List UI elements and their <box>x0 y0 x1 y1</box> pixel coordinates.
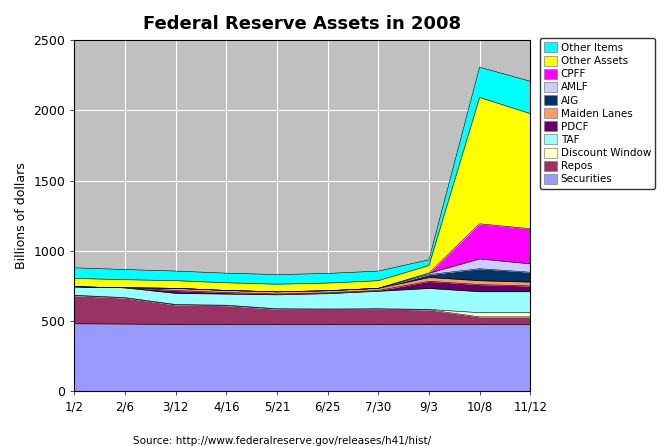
Legend: Other Items, Other Assets, CPFF, AMLF, AIG, Maiden Lanes, PDCF, TAF, Discount Wi: Other Items, Other Assets, CPFF, AMLF, A… <box>540 38 656 189</box>
Title: Federal Reserve Assets in 2008: Federal Reserve Assets in 2008 <box>144 15 462 33</box>
Y-axis label: Billions of dollars: Billions of dollars <box>15 162 28 269</box>
Text: Source: http://www.federalreserve.gov/releases/h41/hist/: Source: http://www.federalreserve.gov/re… <box>133 436 431 446</box>
